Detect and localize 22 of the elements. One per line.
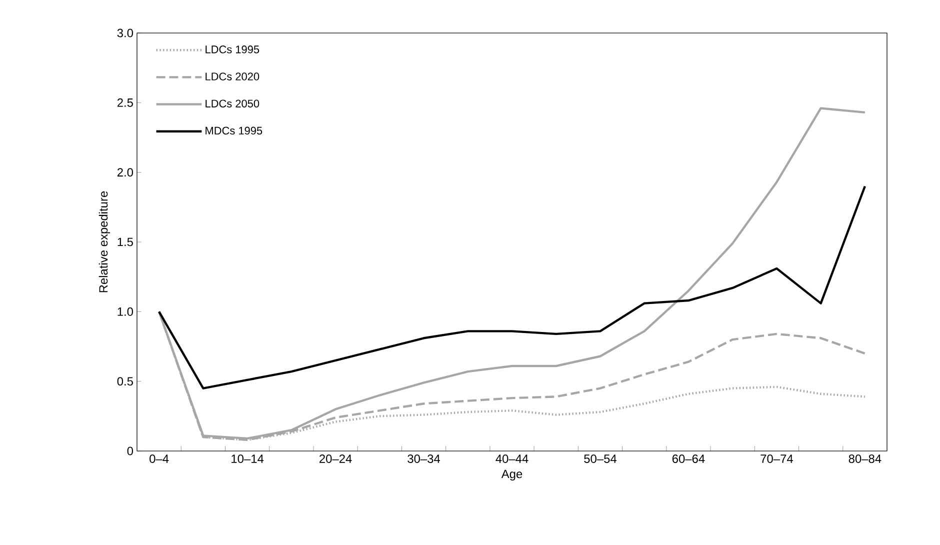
x-tick-label: 40–44 — [496, 454, 528, 463]
y-tick-label: 3.0 — [117, 28, 134, 38]
y-tick-label: 1.5 — [118, 238, 133, 246]
legend-label: LDCs 2020 — [206, 72, 260, 80]
x-tick-label: 10–14 — [232, 454, 264, 463]
y-tick-label: 2.0 — [117, 168, 134, 177]
y-axis-title: Relative expediture — [98, 191, 110, 292]
x-tick-label: 50–54 — [584, 454, 617, 463]
x-tick-label: 60–64 — [672, 454, 705, 463]
x-tick-label: 70–74 — [760, 454, 793, 463]
legend-label: MDCs 1995 — [206, 126, 262, 135]
x-tick-label: 80–84 — [848, 454, 882, 463]
y-tick-label: 0.5 — [117, 377, 133, 386]
x-axis-title: Age — [501, 470, 522, 481]
x-tick-label: 20–24 — [320, 454, 352, 463]
y-tick-label: 1.0 — [118, 307, 134, 316]
legend-label: LDCs 1995 — [206, 46, 260, 54]
x-tick-label: 0–4 — [150, 454, 169, 463]
legend-label: LDCs 2050 — [206, 100, 260, 108]
x-tick-label: 30–34 — [408, 454, 440, 463]
y-tick-label: 0 — [127, 446, 134, 456]
y-tick-label: 2.5 — [117, 98, 133, 107]
